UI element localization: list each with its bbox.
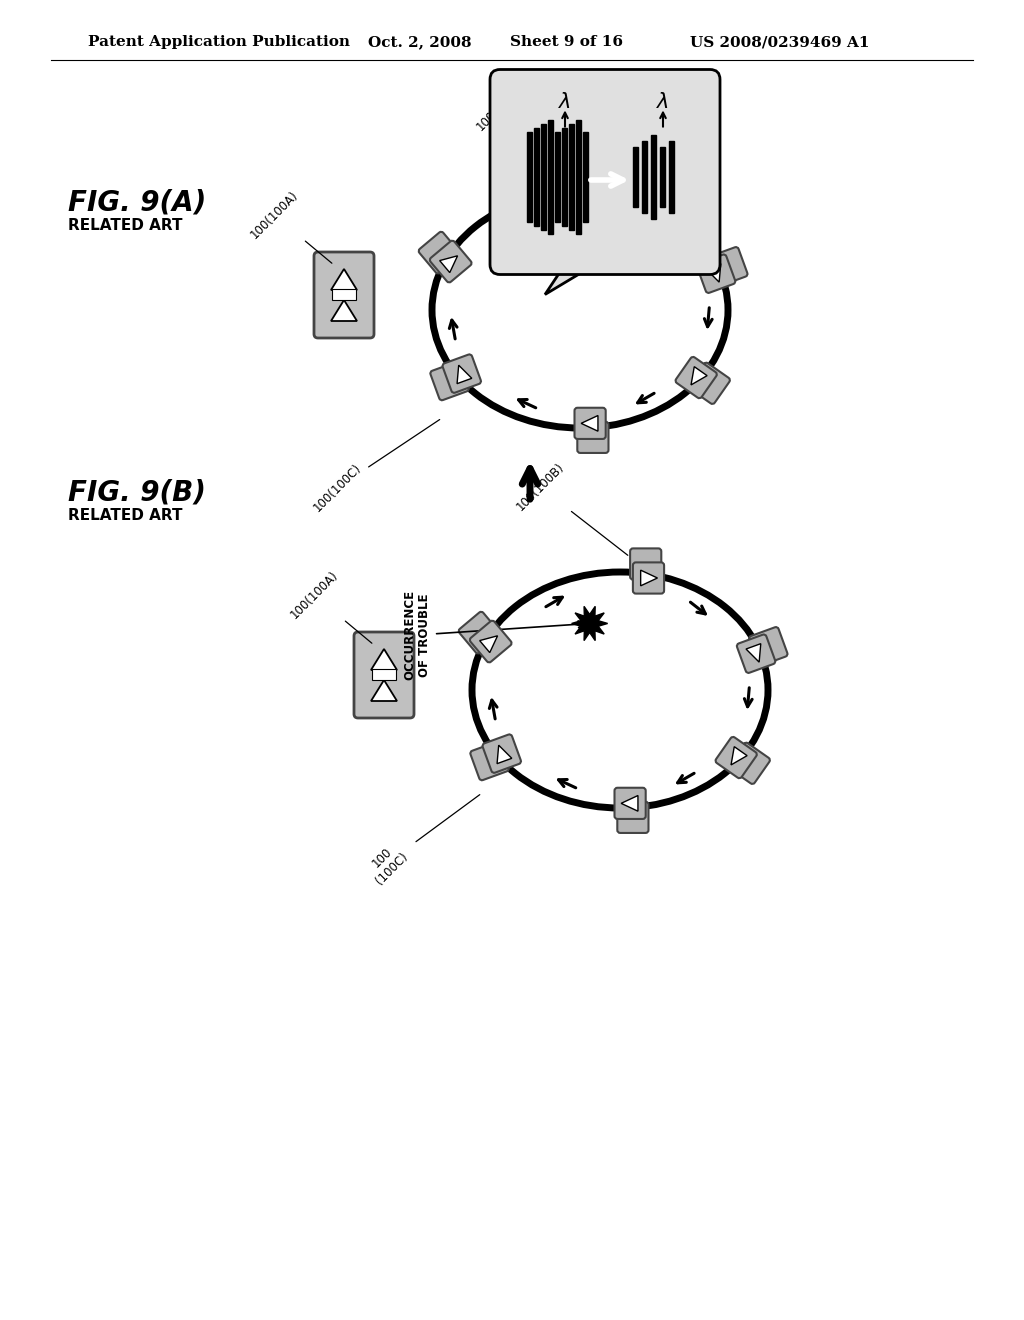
FancyBboxPatch shape xyxy=(574,408,606,440)
FancyBboxPatch shape xyxy=(419,232,461,273)
Text: $\lambda$: $\lambda$ xyxy=(558,91,571,111)
Polygon shape xyxy=(479,636,498,652)
Polygon shape xyxy=(497,746,512,764)
FancyBboxPatch shape xyxy=(633,562,665,594)
FancyBboxPatch shape xyxy=(688,363,730,404)
FancyBboxPatch shape xyxy=(578,422,608,453)
FancyBboxPatch shape xyxy=(314,252,374,338)
FancyBboxPatch shape xyxy=(470,620,512,663)
FancyBboxPatch shape xyxy=(442,354,481,393)
Bar xyxy=(555,132,560,222)
Text: 100(100B): 100(100B) xyxy=(473,81,588,176)
FancyBboxPatch shape xyxy=(430,240,472,282)
Text: RELATED ART: RELATED ART xyxy=(68,508,182,524)
Bar xyxy=(583,132,588,222)
Text: RELATED ART: RELATED ART xyxy=(68,219,182,234)
Polygon shape xyxy=(601,190,617,206)
FancyBboxPatch shape xyxy=(728,743,770,784)
FancyBboxPatch shape xyxy=(709,247,748,285)
Text: Sheet 9 of 16: Sheet 9 of 16 xyxy=(510,36,623,49)
Text: $\lambda$: $\lambda$ xyxy=(656,91,670,111)
Polygon shape xyxy=(331,269,357,290)
FancyBboxPatch shape xyxy=(737,635,775,673)
Bar xyxy=(562,128,567,226)
Text: FIG. 9(B): FIG. 9(B) xyxy=(68,478,206,506)
Bar xyxy=(541,124,546,230)
Bar xyxy=(660,147,665,207)
FancyBboxPatch shape xyxy=(354,632,414,718)
Text: Patent Application Publication: Patent Application Publication xyxy=(88,36,350,49)
Bar xyxy=(534,128,539,226)
FancyBboxPatch shape xyxy=(470,742,509,780)
Polygon shape xyxy=(371,680,397,701)
Text: 100(100A): 100(100A) xyxy=(288,569,372,643)
FancyBboxPatch shape xyxy=(630,548,662,579)
FancyBboxPatch shape xyxy=(430,362,469,400)
Bar xyxy=(651,135,656,219)
Polygon shape xyxy=(746,644,761,663)
FancyBboxPatch shape xyxy=(676,356,717,399)
FancyBboxPatch shape xyxy=(617,801,648,833)
Polygon shape xyxy=(691,367,708,385)
Text: 100(100A): 100(100A) xyxy=(248,189,332,263)
Text: OCCURRENCE
OF TROUBLE: OCCURRENCE OF TROUBLE xyxy=(403,590,585,680)
Text: 100(100C): 100(100C) xyxy=(310,420,439,515)
Polygon shape xyxy=(731,747,748,764)
Bar xyxy=(569,124,574,230)
FancyBboxPatch shape xyxy=(590,169,622,199)
FancyBboxPatch shape xyxy=(716,737,757,779)
Bar xyxy=(642,141,647,213)
FancyBboxPatch shape xyxy=(482,734,521,772)
Bar xyxy=(548,120,553,234)
FancyBboxPatch shape xyxy=(490,70,720,275)
Bar xyxy=(527,132,532,222)
Bar xyxy=(575,120,581,234)
Text: 100(100B): 100(100B) xyxy=(513,461,628,556)
Text: Oct. 2, 2008: Oct. 2, 2008 xyxy=(368,36,472,49)
FancyBboxPatch shape xyxy=(593,182,624,214)
Polygon shape xyxy=(457,366,472,384)
FancyBboxPatch shape xyxy=(459,611,501,653)
FancyBboxPatch shape xyxy=(372,669,396,680)
Text: US 2008/0239469 A1: US 2008/0239469 A1 xyxy=(690,36,869,49)
FancyBboxPatch shape xyxy=(332,289,356,300)
Bar xyxy=(669,141,674,213)
Polygon shape xyxy=(371,649,397,671)
Polygon shape xyxy=(545,264,595,294)
Text: 100
(100C): 100 (100C) xyxy=(364,795,480,887)
Polygon shape xyxy=(582,416,598,432)
Polygon shape xyxy=(571,606,607,640)
FancyBboxPatch shape xyxy=(697,255,735,293)
Polygon shape xyxy=(439,256,458,273)
FancyBboxPatch shape xyxy=(614,788,646,818)
Polygon shape xyxy=(641,570,657,586)
Bar xyxy=(633,147,638,207)
Polygon shape xyxy=(622,796,638,812)
Polygon shape xyxy=(331,300,357,321)
Polygon shape xyxy=(706,264,721,282)
Text: FIG. 9(A): FIG. 9(A) xyxy=(68,187,206,216)
FancyBboxPatch shape xyxy=(749,627,787,665)
